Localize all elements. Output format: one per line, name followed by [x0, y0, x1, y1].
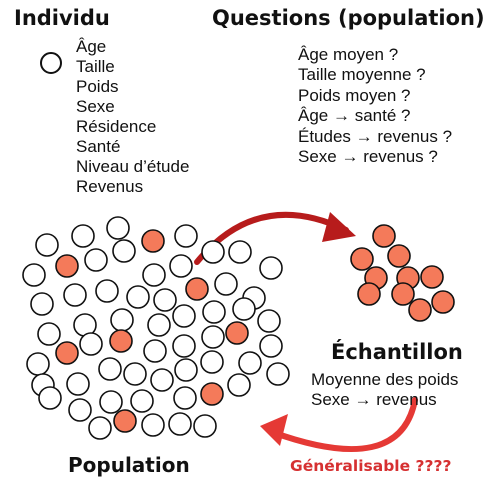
population-circle: [147, 313, 171, 337]
population-circle: [172, 304, 196, 328]
population-circle: [71, 224, 95, 248]
population-circle: [202, 300, 226, 324]
population-circle: [68, 398, 92, 422]
population-circle-sampled: [200, 382, 224, 406]
population-circle: [259, 256, 283, 280]
population-circle: [168, 412, 192, 436]
sampling-arrow-head: [322, 212, 356, 242]
attribute-item: Revenus: [76, 177, 144, 196]
population-circle-sampled: [141, 229, 165, 253]
sample-circle: [372, 224, 396, 248]
population-circle: [266, 362, 290, 386]
population-circle: [98, 357, 122, 381]
attribute-item: Santé: [76, 137, 121, 156]
population-circle: [63, 283, 87, 307]
individual-icon: [40, 52, 62, 74]
generalisable-label: Généralisable ????: [290, 457, 452, 475]
question-item: Poids moyen ?: [298, 85, 411, 105]
population-circle: [173, 386, 197, 410]
population-circle: [79, 332, 103, 356]
population-circle-sampled: [225, 321, 249, 345]
sample-circles: [350, 224, 455, 322]
sample-circle: [357, 282, 381, 306]
population-circle: [88, 416, 112, 440]
population-circle: [35, 233, 59, 257]
population-circle: [200, 350, 224, 374]
generalisation-arrow: [269, 397, 418, 453]
population-circle: [99, 390, 123, 414]
sample-circle: [431, 290, 455, 314]
echantillon-item: Moyenne des poids: [311, 370, 459, 389]
attribute-item: Niveau d’étude: [76, 157, 190, 176]
population-circle: [259, 334, 283, 358]
population-circle-sampled: [113, 409, 137, 433]
population-circle: [95, 279, 119, 303]
population-circle: [169, 254, 193, 278]
population-circle: [142, 263, 166, 287]
echantillon-label: Échantillon: [331, 340, 463, 364]
sample-circle: [391, 282, 415, 306]
population-circle: [172, 334, 196, 358]
question-item: Âge → santé ?: [298, 106, 411, 126]
attribute-item: Poids: [76, 77, 119, 96]
population-circle: [153, 288, 177, 312]
population-circle: [106, 216, 130, 240]
population-label: Population: [68, 453, 190, 477]
sample-circle: [420, 265, 444, 289]
echantillon-item: Sexe → revenus: [311, 390, 437, 409]
sample-circle: [408, 298, 432, 322]
population-circle: [84, 248, 108, 272]
population-circle: [193, 414, 217, 438]
population-circles: [22, 216, 290, 440]
population-circle: [232, 297, 256, 321]
population-circle: [257, 309, 281, 333]
attribute-item: Taille: [76, 57, 115, 76]
population-circle-sampled: [55, 254, 79, 278]
sample-circle: [350, 247, 374, 271]
population-circle: [26, 352, 50, 376]
attribute-item: Résidence: [76, 117, 157, 136]
question-item: Âge moyen ?: [298, 45, 399, 64]
echantillon-list: Moyenne des poids Sexe → revenus: [311, 370, 458, 410]
question-item: Sexe → revenus ?: [298, 147, 438, 167]
question-item: Études → revenus ?: [298, 126, 453, 146]
sample-circle: [387, 244, 411, 268]
attribute-item: Âge: [76, 37, 107, 56]
population-circle: [201, 240, 225, 264]
population-circle: [174, 358, 198, 382]
population-circle: [143, 339, 167, 363]
population-circle: [214, 272, 238, 296]
question-item: Taille moyenne ?: [298, 65, 426, 85]
population-circle: [112, 239, 136, 263]
questions-title: Questions (population): [212, 6, 485, 30]
individu-title: Individu: [14, 6, 110, 30]
questions-list: Âge moyen ? Taille moyenne ? Poids moyen…: [298, 45, 452, 167]
population-circle: [30, 292, 54, 316]
population-circle: [38, 386, 62, 410]
population-circle: [37, 322, 61, 346]
population-circle-sampled: [109, 329, 133, 353]
population-circle: [130, 389, 154, 413]
generalisation-arrow-head: [260, 414, 288, 446]
attribute-item: Sexe: [76, 97, 115, 116]
population-circle: [126, 285, 150, 309]
population-circle-sampled: [55, 341, 79, 365]
population-circle: [66, 372, 90, 396]
population-circle: [174, 224, 198, 248]
population-circle: [150, 368, 174, 392]
population-circle: [110, 308, 134, 332]
population-circle: [22, 263, 46, 287]
population-circle: [201, 325, 225, 349]
population-circle: [227, 373, 251, 397]
population-circle: [228, 240, 252, 264]
individu-attribute-list: Âge Taille Poids Sexe Résidence Santé Ni…: [76, 37, 189, 197]
population-circle-sampled: [185, 277, 209, 301]
population-circle: [238, 351, 262, 375]
population-circle: [123, 362, 147, 386]
population-circle: [141, 413, 165, 437]
